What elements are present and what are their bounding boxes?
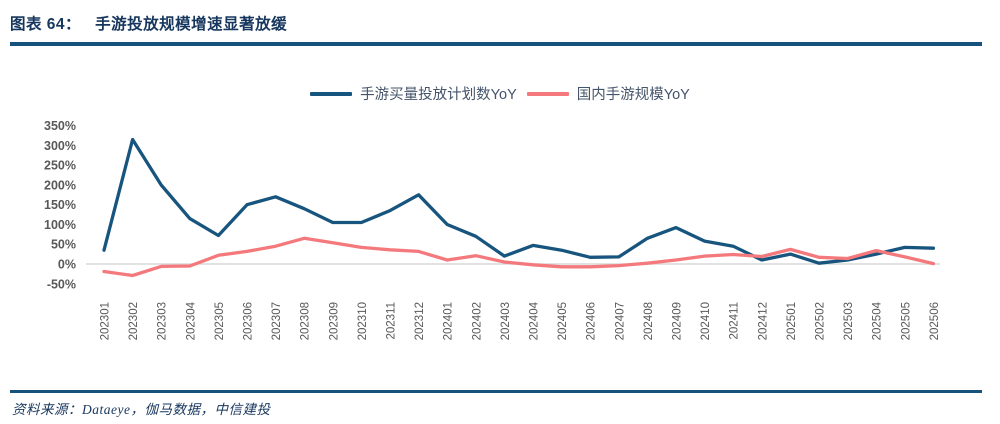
- svg-text:202503: 202503: [843, 302, 855, 340]
- line-chart: 350% 300% 250% 200% 150% 100% 50% 0% -50% 202301 2…: [44, 119, 941, 340]
- svg-text:202306: 202306: [243, 302, 255, 340]
- svg-text:250%: 250%: [44, 159, 76, 173]
- svg-text:300%: 300%: [44, 139, 76, 153]
- chart-legend: 手游买量投放计划数YoY 国内手游规模YoY: [0, 83, 1000, 104]
- svg-text:202312: 202312: [414, 302, 426, 340]
- svg-text:202502: 202502: [815, 302, 827, 340]
- svg-text:202501: 202501: [786, 302, 798, 340]
- svg-text:202311: 202311: [386, 302, 398, 340]
- svg-text:202303: 202303: [157, 302, 169, 340]
- svg-text:202301: 202301: [100, 302, 112, 340]
- figure-title-row: 图表 64： 手游投放规模增速显著放缓: [10, 12, 287, 34]
- svg-text:202308: 202308: [300, 302, 312, 340]
- svg-text:202505: 202505: [900, 302, 912, 340]
- svg-text:202401: 202401: [443, 302, 455, 340]
- legend-item-market-scale: 国内手游规模YoY: [526, 83, 690, 104]
- svg-text:150%: 150%: [44, 198, 76, 212]
- svg-text:50%: 50%: [51, 238, 76, 252]
- legend-line-swatch-blue: [310, 91, 353, 96]
- svg-text:202410: 202410: [700, 302, 712, 340]
- figure-number: 图表 64：: [10, 16, 82, 33]
- svg-text:350%: 350%: [44, 119, 76, 133]
- svg-text:202408: 202408: [643, 302, 655, 340]
- svg-text:202506: 202506: [929, 302, 941, 340]
- svg-text:202304: 202304: [185, 301, 197, 340]
- svg-text:202402: 202402: [471, 302, 483, 340]
- svg-text:100%: 100%: [44, 218, 76, 232]
- title-divider: [10, 42, 982, 46]
- svg-text:200%: 200%: [44, 179, 76, 193]
- legend-line-swatch-pink: [526, 91, 569, 96]
- svg-text:202404: 202404: [529, 301, 541, 340]
- footer-divider: [10, 390, 982, 393]
- svg-text:202403: 202403: [500, 302, 512, 340]
- svg-text:202307: 202307: [271, 302, 283, 340]
- svg-text:202407: 202407: [614, 302, 626, 340]
- svg-text:202411: 202411: [729, 302, 741, 340]
- source-note: 资料来源：Dataeye，伽马数据，中信建投: [12, 402, 271, 417]
- svg-text:-50%: -50%: [47, 277, 76, 291]
- svg-text:202412: 202412: [757, 302, 769, 340]
- svg-text:202504: 202504: [872, 301, 884, 340]
- svg-text:202406: 202406: [586, 302, 598, 340]
- page-title: 手游投放规模增速显著放缓: [95, 16, 288, 33]
- svg-text:202309: 202309: [328, 302, 340, 340]
- legend-label: 手游买量投放计划数YoY: [360, 87, 517, 103]
- svg-text:202310: 202310: [357, 302, 369, 340]
- svg-text:202302: 202302: [128, 302, 140, 340]
- legend-item-plan-count: 手游买量投放计划数YoY: [310, 83, 517, 104]
- svg-text:202405: 202405: [557, 302, 569, 340]
- svg-text:0%: 0%: [58, 258, 76, 272]
- legend-label: 国内手游规模YoY: [576, 87, 690, 103]
- svg-text:202305: 202305: [214, 302, 226, 340]
- svg-text:202409: 202409: [672, 302, 684, 340]
